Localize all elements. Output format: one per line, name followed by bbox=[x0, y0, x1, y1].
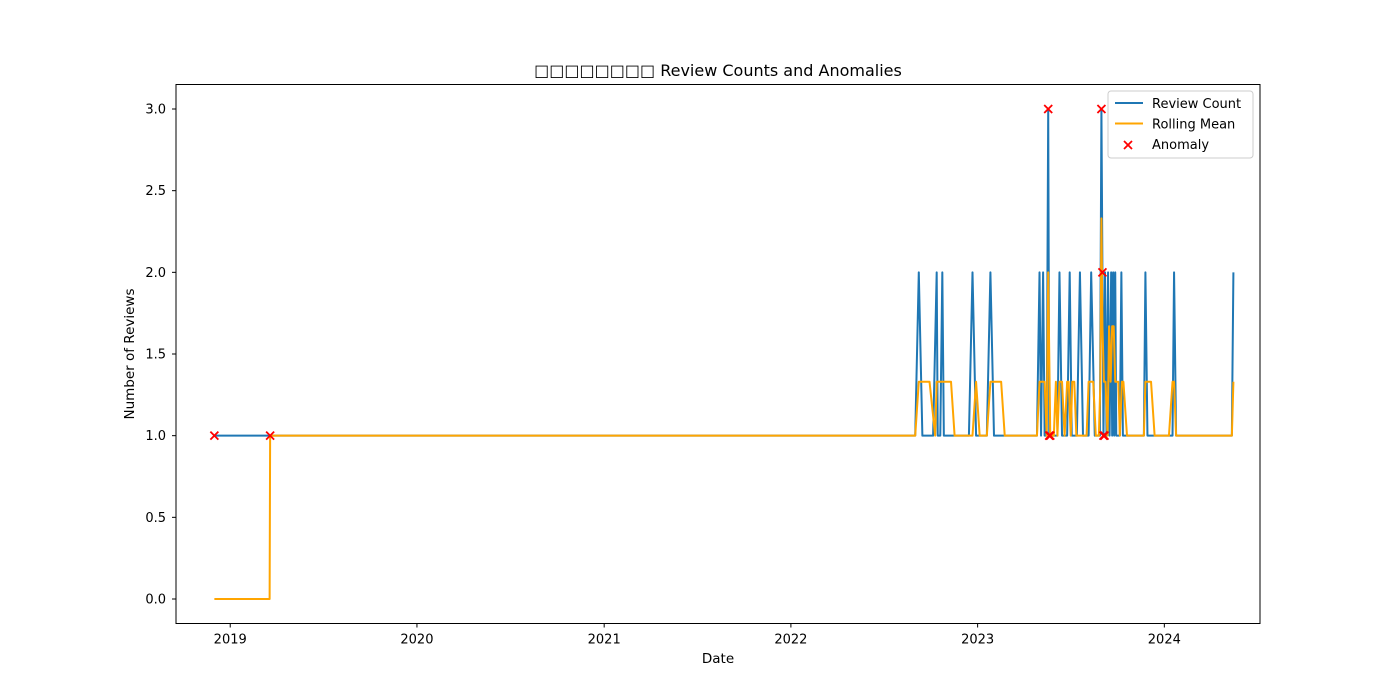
y-axis-ticks: 0.0 0.5 1.0 1.5 2.0 2.5 3.0 bbox=[145, 103, 176, 608]
y-tick-label: 0.5 bbox=[145, 511, 166, 526]
x-axis-label: Date bbox=[702, 651, 734, 667]
legend-box bbox=[1107, 90, 1254, 159]
anomaly-marker bbox=[265, 431, 275, 441]
plot-area bbox=[175, 84, 1261, 624]
anomaly-marker bbox=[1097, 267, 1108, 277]
series-line-rolling-mean bbox=[214, 217, 1235, 600]
anomaly-marker bbox=[209, 431, 220, 441]
y-tick-label: 3.0 bbox=[145, 103, 166, 118]
legend-swatch-anomaly bbox=[1123, 140, 1133, 150]
y-axis-label: Number of Reviews bbox=[122, 288, 138, 419]
y-tick-label: 1.0 bbox=[145, 429, 166, 444]
series-layer bbox=[214, 108, 1235, 600]
legend-label-review-count: Review Count bbox=[1152, 97, 1241, 112]
x-tick-label: 2020 bbox=[400, 633, 433, 648]
axes-frame bbox=[175, 84, 1261, 624]
series-line-review-count bbox=[214, 108, 1235, 437]
y-tick-label: 0.0 bbox=[145, 593, 166, 608]
legend-label-rolling-mean: Rolling Mean bbox=[1152, 118, 1235, 133]
anomaly-marker bbox=[1043, 104, 1053, 114]
x-tick-label: 2022 bbox=[774, 633, 807, 648]
y-tick-label: 2.5 bbox=[145, 184, 166, 199]
x-tick-label: 2019 bbox=[214, 633, 247, 648]
anomaly-marker bbox=[1099, 431, 1110, 441]
anomaly-marker bbox=[1096, 104, 1107, 114]
x-tick-label: 2021 bbox=[588, 633, 621, 648]
x-axis-ticks: 2019 2020 2021 2022 2023 2024 bbox=[214, 623, 1181, 648]
legend-label-anomaly: Anomaly bbox=[1152, 138, 1209, 153]
y-tick-label: 2.0 bbox=[145, 266, 166, 281]
x-tick-label: 2024 bbox=[1148, 633, 1181, 648]
anomaly-layer bbox=[209, 104, 1110, 441]
x-tick-label: 2023 bbox=[961, 633, 994, 648]
anomaly-marker bbox=[1045, 431, 1055, 441]
legend: Review Count Rolling Mean Anomaly bbox=[1107, 90, 1254, 159]
y-tick-label: 1.5 bbox=[145, 348, 166, 363]
chart-title: □□□□□□□□ Review Counts and Anomalies bbox=[534, 61, 902, 80]
